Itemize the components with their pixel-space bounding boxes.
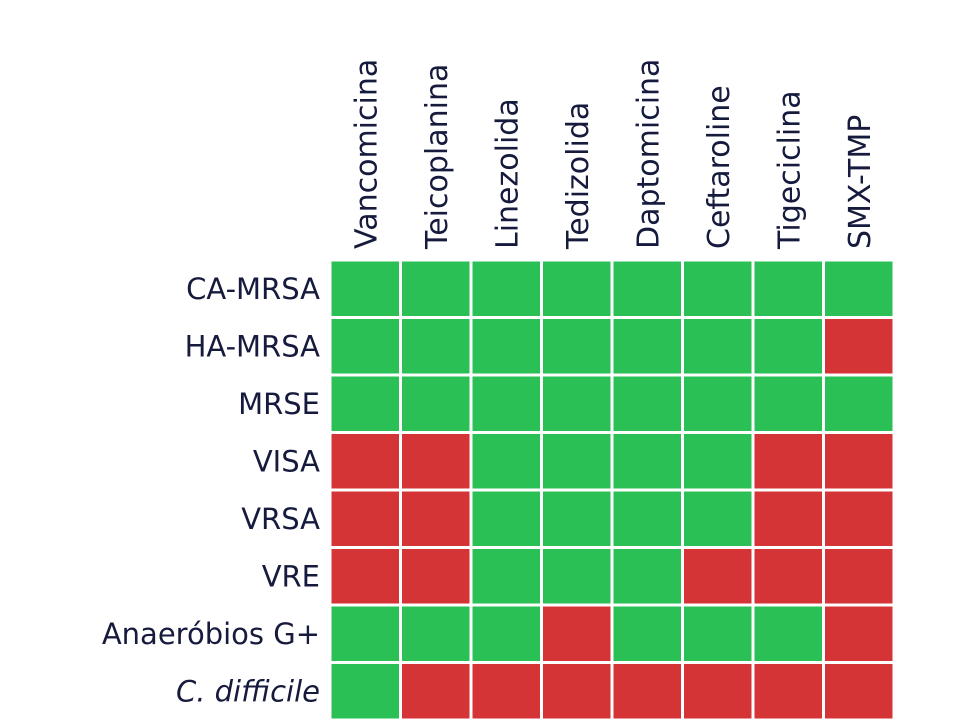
cell-vre-vancomicina: [331, 549, 399, 604]
cell-ha-mrsa-linezolida: [472, 319, 540, 374]
cell-ha-mrsa-teicoplanina: [402, 319, 470, 374]
cell-vrsa-vancomicina: [331, 491, 399, 546]
cell-c-difficile-tigeciclina: [754, 664, 822, 719]
cell-vrsa-linezolida: [472, 491, 540, 546]
cell-ca-mrsa-tedizolida: [543, 261, 611, 316]
heatmap-cells: [331, 261, 893, 719]
cell-visa-tigeciclina: [754, 434, 822, 489]
cell-ha-mrsa-smx-tmp: [825, 319, 893, 374]
cell-mrse-daptomicina: [613, 376, 681, 431]
cell-vre-linezolida: [472, 549, 540, 604]
cell-anaer-bios-g-tigeciclina: [754, 606, 822, 661]
cell-mrse-tigeciclina: [754, 376, 822, 431]
cell-vrsa-smx-tmp: [825, 491, 893, 546]
cell-anaer-bios-g-tedizolida: [543, 606, 611, 661]
row-label-vrsa: VRSA: [241, 502, 320, 536]
cell-c-difficile-teicoplanina: [402, 664, 470, 719]
cell-visa-tedizolida: [543, 434, 611, 489]
cell-visa-linezolida: [472, 434, 540, 489]
cell-mrse-teicoplanina: [402, 376, 470, 431]
cell-mrse-linezolida: [472, 376, 540, 431]
cell-visa-vancomicina: [331, 434, 399, 489]
column-label-teicoplanina: Teicoplanina: [420, 64, 455, 250]
cell-c-difficile-linezolida: [472, 664, 540, 719]
cell-anaer-bios-g-linezolida: [472, 606, 540, 661]
column-label-daptomicina: Daptomicina: [631, 59, 666, 249]
cell-c-difficile-vancomicina: [331, 664, 399, 719]
cell-visa-smx-tmp: [825, 434, 893, 489]
column-label-tedizolida: Tedizolida: [561, 102, 596, 250]
cell-vrsa-ceftaroline: [684, 491, 752, 546]
cell-c-difficile-smx-tmp: [825, 664, 893, 719]
cell-anaer-bios-g-daptomicina: [613, 606, 681, 661]
row-label-mrse: MRSE: [238, 387, 320, 421]
cell-vrsa-daptomicina: [613, 491, 681, 546]
cell-ha-mrsa-vancomicina: [331, 319, 399, 374]
cell-mrse-smx-tmp: [825, 376, 893, 431]
cell-vrsa-tedizolida: [543, 491, 611, 546]
cell-mrse-tedizolida: [543, 376, 611, 431]
cell-anaer-bios-g-teicoplanina: [402, 606, 470, 661]
cell-anaer-bios-g-ceftaroline: [684, 606, 752, 661]
cell-vre-ceftaroline: [684, 549, 752, 604]
row-label-visa: VISA: [253, 444, 320, 478]
cell-ha-mrsa-tedizolida: [543, 319, 611, 374]
cell-ca-mrsa-linezolida: [472, 261, 540, 316]
cell-vre-teicoplanina: [402, 549, 470, 604]
cell-ca-mrsa-teicoplanina: [402, 261, 470, 316]
cell-vre-tedizolida: [543, 549, 611, 604]
row-label-vre: VRE: [262, 559, 320, 593]
cell-visa-ceftaroline: [684, 434, 752, 489]
column-labels: Vancomicina Teicoplanina Linezolida Tedizol…: [349, 59, 878, 250]
cell-c-difficile-daptomicina: [613, 664, 681, 719]
row-label-ha-mrsa: HA-MRSA: [185, 329, 321, 363]
cell-c-difficile-ceftaroline: [684, 664, 752, 719]
cell-ca-mrsa-vancomicina: [331, 261, 399, 316]
cell-c-difficile-tedizolida: [543, 664, 611, 719]
column-label-linezolida: Linezolida: [490, 98, 525, 249]
cell-vre-tigeciclina: [754, 549, 822, 604]
cell-vrsa-tigeciclina: [754, 491, 822, 546]
cell-visa-teicoplanina: [402, 434, 470, 489]
cell-visa-daptomicina: [613, 434, 681, 489]
cell-anaer-bios-g-vancomicina: [331, 606, 399, 661]
cell-mrse-ceftaroline: [684, 376, 752, 431]
row-labels: CA-MRSA HA-MRSA MRSE VISA VRSA VRE Anaeróbios …: [102, 272, 320, 709]
column-label-smx-tmp: SMX-TMP: [843, 115, 878, 249]
column-label-vancomicina: Vancomicina: [349, 59, 384, 249]
column-label-ceftaroline: Ceftaroline: [702, 85, 737, 249]
cell-anaer-bios-g-smx-tmp: [825, 606, 893, 661]
row-label-anaer-bios-g: Anaeróbios G+: [102, 617, 320, 651]
cell-vre-smx-tmp: [825, 549, 893, 604]
cell-ha-mrsa-ceftaroline: [684, 319, 752, 374]
cell-ca-mrsa-daptomicina: [613, 261, 681, 316]
cell-vre-daptomicina: [613, 549, 681, 604]
cell-ca-mrsa-smx-tmp: [825, 261, 893, 316]
cell-ha-mrsa-tigeciclina: [754, 319, 822, 374]
row-label-c-difficile: C. difficile: [176, 674, 320, 708]
cell-ha-mrsa-daptomicina: [613, 319, 681, 374]
row-label-ca-mrsa: CA-MRSA: [186, 272, 320, 306]
cell-vrsa-teicoplanina: [402, 491, 470, 546]
cell-ca-mrsa-tigeciclina: [754, 261, 822, 316]
cell-ca-mrsa-ceftaroline: [684, 261, 752, 316]
column-label-tigeciclina: Tigeciclina: [772, 90, 807, 250]
cell-mrse-vancomicina: [331, 376, 399, 431]
